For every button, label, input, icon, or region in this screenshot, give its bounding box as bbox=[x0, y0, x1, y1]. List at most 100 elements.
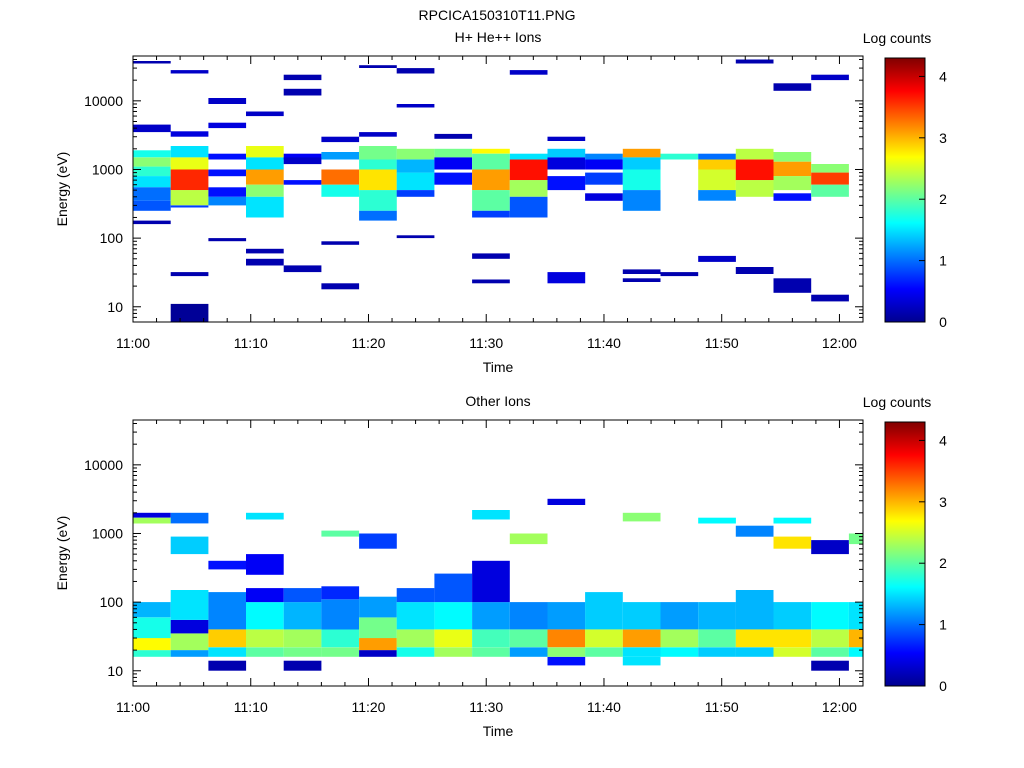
heatmap-cell bbox=[434, 629, 473, 648]
heatmap-cell bbox=[321, 586, 360, 600]
heatmap-cell bbox=[811, 172, 849, 185]
panel-title: H+ He++ Ions bbox=[455, 29, 542, 45]
heatmap-cell bbox=[170, 536, 209, 555]
heatmap-cell bbox=[472, 279, 510, 284]
heatmap-cell bbox=[208, 187, 247, 197]
heatmap-cell bbox=[811, 540, 849, 555]
colorbar-tick-label: 3 bbox=[939, 494, 947, 510]
heatmap-cell bbox=[509, 159, 548, 181]
colorbar-tick-label: 1 bbox=[939, 617, 947, 633]
heatmap-cell bbox=[434, 647, 473, 657]
heatmap-cell bbox=[472, 510, 510, 520]
heatmap-cell bbox=[811, 602, 849, 630]
heatmap-cell bbox=[321, 136, 360, 143]
heatmap-cell bbox=[396, 68, 435, 74]
heatmap-cell bbox=[735, 629, 774, 648]
heatmap-cell bbox=[208, 196, 247, 206]
heatmap-cell bbox=[811, 629, 849, 648]
heatmap-cell bbox=[170, 169, 209, 191]
heatmap-cell bbox=[133, 617, 171, 639]
colorbar-label: Log counts bbox=[863, 30, 932, 46]
heatmap-cell bbox=[547, 148, 586, 158]
heatmap-cell bbox=[321, 283, 360, 290]
heatmap-cell bbox=[246, 146, 284, 158]
heatmap-cell bbox=[434, 573, 473, 603]
heatmap-cell bbox=[585, 629, 623, 648]
x-tick-label: 11:50 bbox=[705, 699, 739, 715]
heatmap-cell bbox=[773, 278, 812, 293]
y-axis-label: Energy (eV) bbox=[54, 516, 70, 591]
heatmap-cell bbox=[321, 530, 360, 537]
heatmap-cell bbox=[622, 269, 661, 274]
heatmap-cell bbox=[396, 190, 435, 197]
heatmap-cell bbox=[246, 602, 284, 630]
heatmap-cell bbox=[359, 650, 397, 657]
colorbar bbox=[884, 421, 926, 687]
heatmap-cell bbox=[622, 157, 661, 170]
heatmap-cell bbox=[509, 533, 548, 545]
heatmap-cells bbox=[133, 498, 863, 671]
heatmap-cell bbox=[246, 157, 284, 170]
heatmap-cell bbox=[434, 157, 473, 170]
heatmap-cell bbox=[735, 590, 774, 630]
heatmap-cell bbox=[585, 592, 623, 630]
heatmap-cell bbox=[735, 525, 774, 537]
heatmap-cell bbox=[283, 647, 322, 657]
heatmap-cell bbox=[585, 172, 623, 185]
colorbar-tick-label: 2 bbox=[939, 555, 947, 571]
heatmap-cell bbox=[472, 560, 510, 603]
heatmap-cell bbox=[735, 267, 774, 274]
heatmap-cell bbox=[283, 660, 322, 671]
heatmap-cell bbox=[283, 180, 322, 185]
heatmap-cell bbox=[396, 647, 435, 657]
heatmap-cell bbox=[773, 536, 812, 549]
heatmap-cell bbox=[509, 602, 548, 630]
heatmap-cell bbox=[472, 210, 510, 218]
heatmap-cell bbox=[773, 176, 812, 191]
heatmap-cell bbox=[396, 148, 435, 160]
heatmap-cell bbox=[283, 602, 322, 630]
heatmap-cell bbox=[698, 159, 736, 170]
plot-frame bbox=[132, 419, 864, 687]
heatmap-cell bbox=[208, 153, 247, 160]
colorbar-tick-label: 0 bbox=[939, 678, 947, 694]
heatmap-cell bbox=[321, 152, 360, 160]
x-tick-label: 11:10 bbox=[234, 335, 268, 351]
heatmap-cell bbox=[359, 617, 397, 639]
heatmap-cell bbox=[472, 148, 510, 154]
heatmap-cell bbox=[133, 517, 171, 524]
y-tick-label: 10000 bbox=[84, 457, 123, 473]
heatmap-cell bbox=[396, 235, 435, 239]
y-tick-label: 10000 bbox=[84, 93, 123, 109]
heatmap-cell bbox=[509, 153, 548, 160]
heatmap-cell bbox=[547, 157, 586, 170]
heatmap-cell bbox=[509, 196, 548, 218]
heatmap-cell bbox=[170, 205, 209, 208]
heatmap-cell bbox=[660, 272, 699, 277]
heatmap-cell bbox=[170, 619, 209, 634]
heatmap-cell bbox=[359, 146, 397, 160]
heatmap-cell bbox=[848, 533, 863, 545]
heatmap-cell bbox=[283, 74, 322, 81]
heatmap-cell bbox=[170, 633, 209, 651]
heatmap-cell bbox=[547, 176, 586, 191]
heatmap-cell bbox=[208, 238, 247, 242]
heatmap-cell bbox=[170, 131, 209, 137]
heatmap-cell bbox=[547, 272, 586, 284]
heatmap-cell bbox=[246, 554, 284, 575]
heatmap-cell bbox=[133, 150, 171, 158]
x-tick-label: 11:30 bbox=[469, 335, 503, 351]
x-tick-label: 11:30 bbox=[469, 699, 503, 715]
heatmap-cell bbox=[773, 152, 812, 162]
heatmap-cell bbox=[811, 74, 849, 81]
heatmap-cell bbox=[170, 512, 209, 524]
heatmap-cell bbox=[133, 157, 171, 167]
heatmap-cell bbox=[246, 184, 284, 197]
heatmap-cell bbox=[321, 647, 360, 657]
heatmap-cell bbox=[246, 512, 284, 520]
heatmap-cell bbox=[396, 602, 435, 630]
plot-frame bbox=[132, 55, 864, 323]
heatmap-cell bbox=[547, 136, 586, 141]
heatmap-cell bbox=[170, 157, 209, 170]
x-tick-label: 11:40 bbox=[587, 699, 621, 715]
